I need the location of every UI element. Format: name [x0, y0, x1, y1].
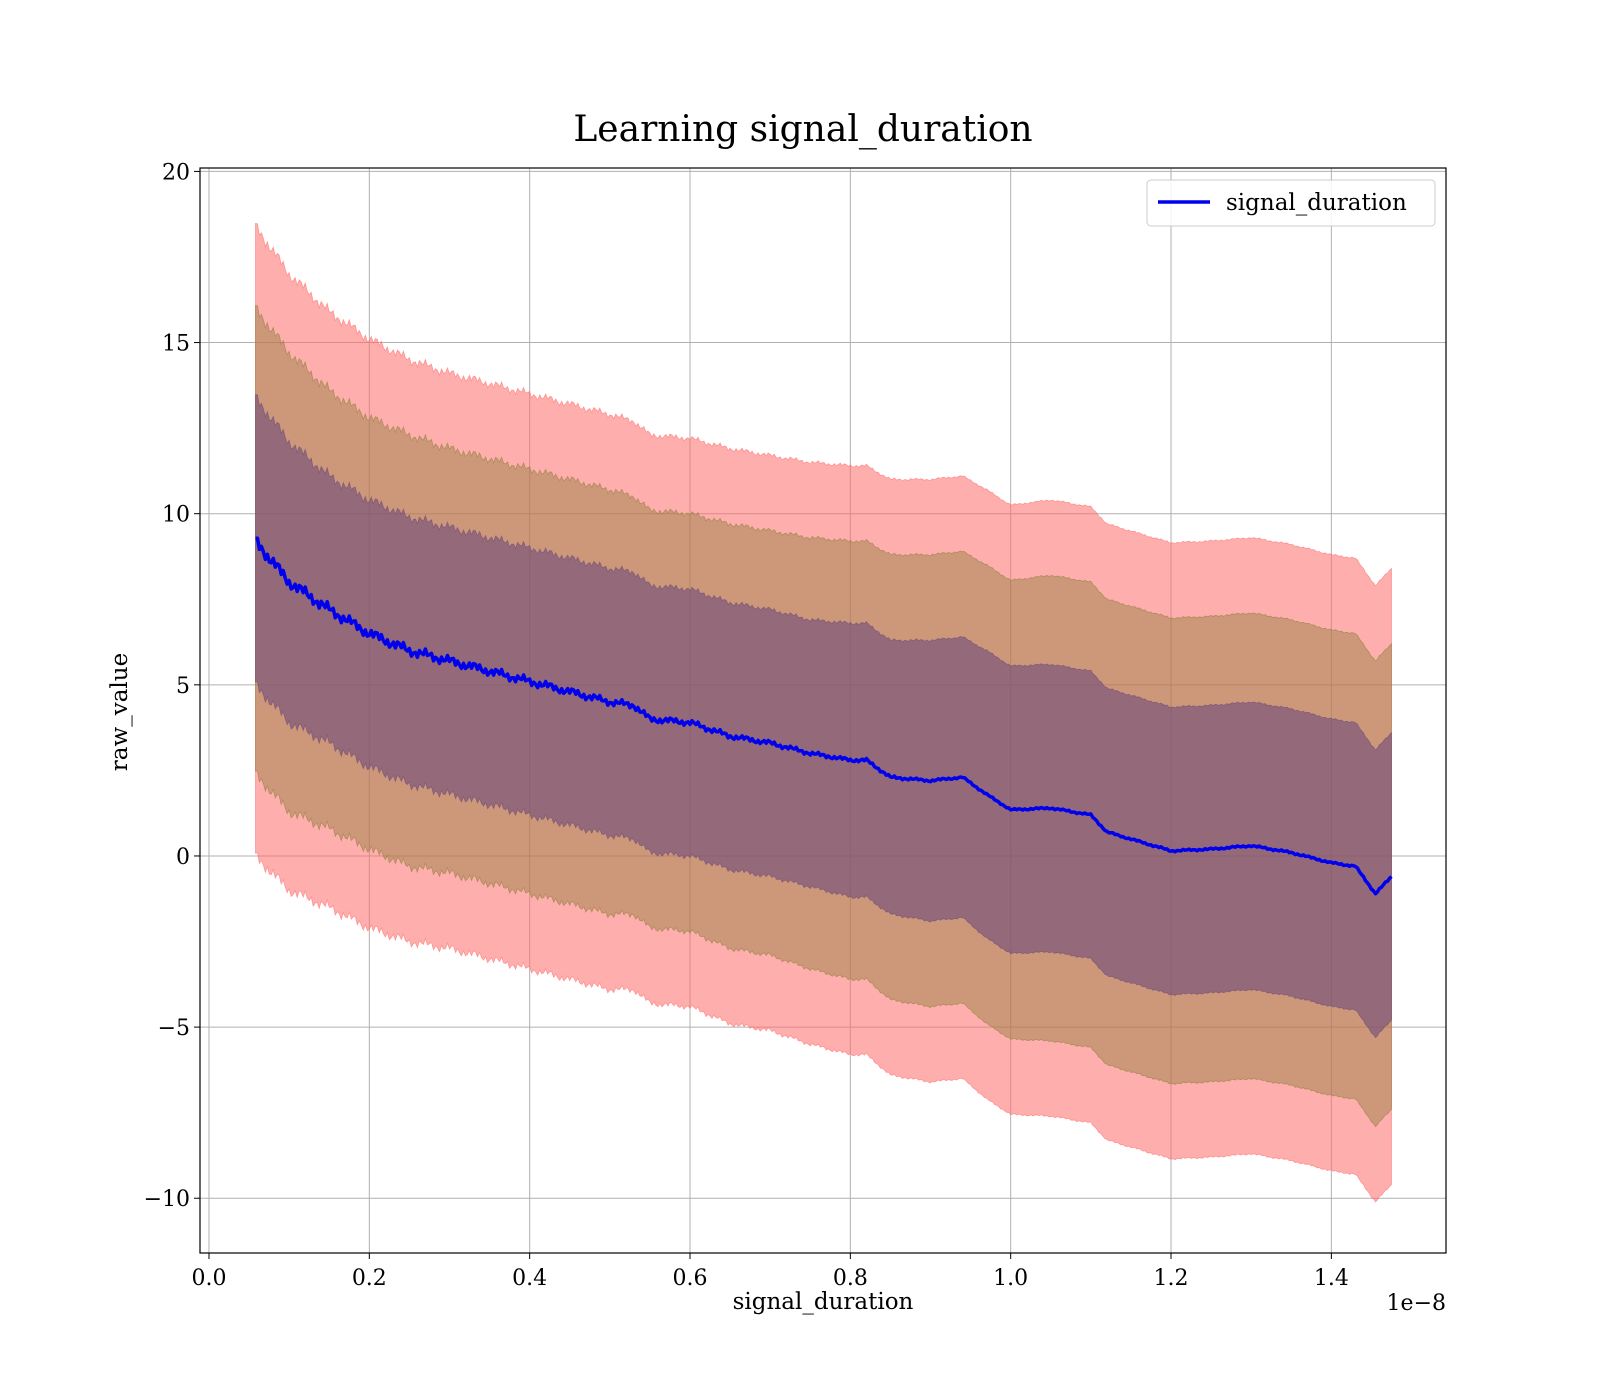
- ticks: 0.0 0.2 0.4 0.6 0.8 1.0 1.2 1.4 −10 −5 0 5 10 15 20: [144, 160, 1349, 1291]
- y-tick-label: 20: [162, 160, 190, 185]
- x-tick-label: 0.8: [833, 1266, 868, 1291]
- x-tick-label: 0.6: [672, 1266, 707, 1291]
- y-tick-label: −10: [144, 1187, 190, 1212]
- legend: signal_duration: [1146, 179, 1436, 227]
- y-tick-label: 5: [176, 674, 190, 699]
- x-tick-label: 0.2: [352, 1266, 387, 1291]
- x-axis-label: signal_duration: [733, 1289, 914, 1315]
- legend-label-signal-duration: signal_duration: [1226, 190, 1407, 216]
- series-line-signal-duration: [255, 536, 1393, 896]
- y-tick-label: −5: [158, 1016, 190, 1041]
- legend-box: [1146, 179, 1436, 227]
- x-tick-label: 1.4: [1314, 1266, 1349, 1291]
- y-tick-label: 0: [176, 845, 190, 870]
- chart-title: Learning signal_duration: [573, 109, 1032, 150]
- x-tick-label: 0.4: [512, 1266, 547, 1291]
- x-offset-label: 1e−8: [1387, 1291, 1446, 1316]
- y-axis-label: raw_value: [107, 653, 133, 771]
- y-tick-label: 10: [162, 503, 190, 528]
- band-1sigma: [255, 394, 1392, 1039]
- x-tick-label: 1.0: [993, 1266, 1028, 1291]
- series-lines: [255, 536, 1393, 896]
- uncertainty-bands: [255, 222, 1392, 1203]
- y-tick-label: 15: [162, 332, 190, 357]
- plot-frame: [199, 167, 1447, 1254]
- x-tick-label: 1.2: [1154, 1266, 1189, 1291]
- x-tick-label: 0.0: [191, 1266, 226, 1291]
